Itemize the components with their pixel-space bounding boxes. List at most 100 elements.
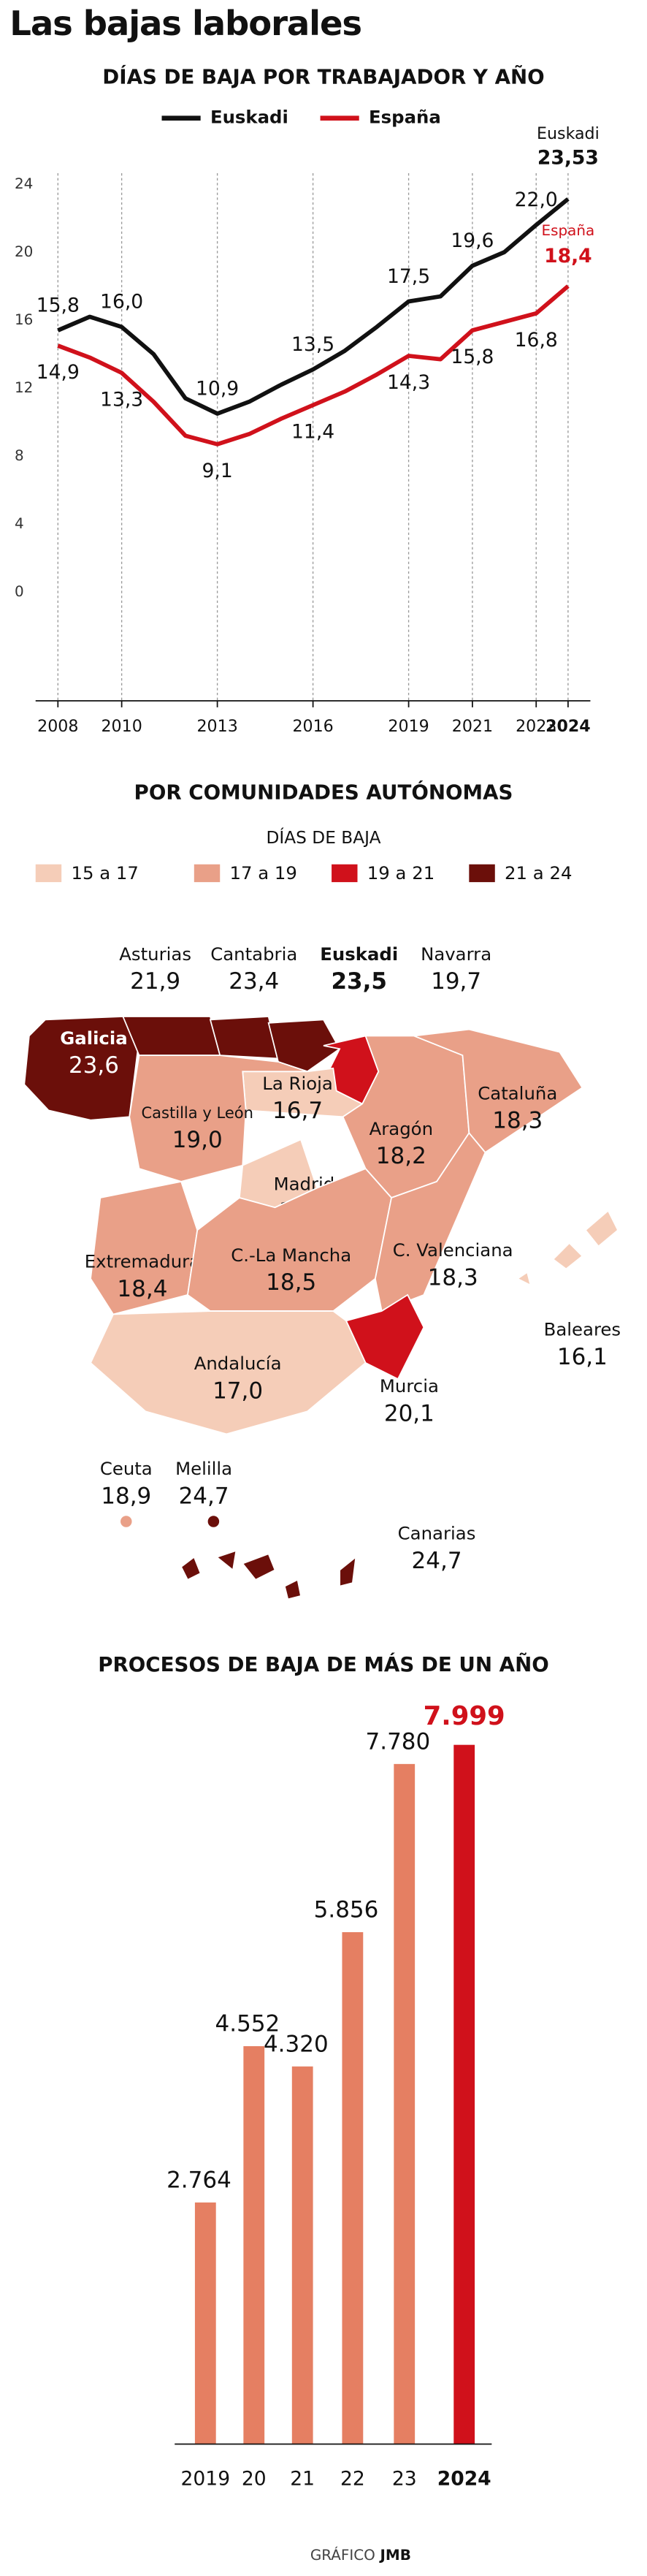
series-end-name: España (542, 222, 595, 239)
region-name: Ceuta (100, 1458, 153, 1479)
value-label: 13,5 (291, 333, 334, 356)
region-name: Euskadi (320, 943, 398, 965)
legend-swatch (332, 864, 358, 883)
value-label: 4.320 (264, 2031, 329, 2057)
legend-label: 17 a 19 (230, 862, 297, 884)
y-tick-label: 24 (15, 175, 33, 192)
value-label: 9,1 (202, 460, 232, 482)
region-value: 19,0 (172, 1127, 223, 1153)
region-value: 16,7 (272, 1098, 323, 1124)
credit-label: GRÁFICO (310, 2547, 375, 2564)
bar (291, 2066, 313, 2444)
value-label: 7.780 (366, 1729, 431, 1755)
region-value: 18,3 (492, 1107, 543, 1133)
legend-swatch (469, 864, 495, 883)
region-name: Cantabria (210, 943, 297, 965)
bar (453, 1744, 475, 2444)
line-series (57, 197, 570, 416)
region (89, 1310, 367, 1435)
line-series (57, 284, 570, 447)
value-label: 16,0 (100, 291, 143, 314)
value-label: 23,53 (537, 146, 599, 169)
x-tick-label: 2024 (437, 2468, 491, 2490)
legend-label: 21 a 24 (505, 862, 572, 884)
region-name: Murcia (380, 1375, 439, 1397)
page-title: Las bajas laborales (9, 4, 361, 43)
value-label: 10,9 (196, 377, 239, 400)
y-tick-label: 20 (15, 243, 33, 260)
map-legend-title: DÍAS DE BAJA (266, 827, 380, 848)
map-title: POR COMUNIDADES AUTÓNOMAS (134, 779, 513, 804)
region-name: La Rioja (262, 1073, 333, 1094)
region-value: 19,7 (431, 968, 481, 995)
credit-author: JMB (379, 2547, 411, 2564)
value-label: 14,3 (387, 371, 430, 394)
value-label: 22,0 (515, 189, 558, 211)
region (413, 1028, 583, 1154)
region-name: Navarra (421, 943, 491, 965)
value-label: 15,8 (37, 294, 80, 316)
region (180, 1556, 202, 1581)
series-end-name: Euskadi (537, 124, 600, 143)
region-value: 17,0 (213, 1378, 263, 1404)
x-tick-label: 20 (242, 2468, 267, 2490)
region (207, 1516, 220, 1527)
region-name: Aragón (370, 1118, 433, 1139)
region-name: C.-La Mancha (231, 1245, 351, 1266)
x-tick-label: 2019 (181, 2468, 231, 2490)
region-value: 24,7 (412, 1548, 462, 1574)
y-tick-label: 0 (15, 583, 24, 600)
x-tick-label: 21 (290, 2468, 315, 2490)
region-value: 18,9 (101, 1483, 151, 1509)
region (241, 1553, 276, 1581)
x-tick-label: 2019 (388, 717, 429, 736)
region-name: Castilla y León (141, 1103, 253, 1122)
region-name: C. Valenciana (393, 1239, 513, 1261)
value-label: 11,4 (291, 421, 334, 444)
region-name: Melilla (175, 1458, 232, 1479)
region-value: 23,5 (331, 968, 386, 995)
value-label: 15,8 (451, 346, 494, 368)
value-label: 5.856 (314, 1897, 379, 1923)
x-tick-label: 2024 (545, 717, 591, 736)
region-value: 20,1 (384, 1400, 434, 1426)
region-value: 18,5 (266, 1269, 316, 1296)
y-tick-label: 12 (15, 379, 33, 396)
x-tick-label: 2016 (292, 717, 333, 736)
region (374, 1131, 486, 1312)
legend-label: Euskadi (210, 107, 288, 128)
line-chart-title: DÍAS DE BAJA POR TRABAJADOR Y AÑO (102, 64, 544, 88)
region-value: 18,3 (428, 1264, 478, 1291)
value-label: 18,4 (544, 245, 592, 267)
value-label: 7.999 (424, 1701, 505, 1731)
region-name: Galicia (60, 1027, 127, 1049)
region (129, 1055, 308, 1182)
region-name: Canarias (398, 1523, 476, 1544)
legend-swatch (35, 864, 62, 883)
value-label: 2.764 (166, 2167, 231, 2194)
bar-chart-title: PROCESOS DE BAJA DE MÁS DE UN AÑO (98, 1652, 549, 1676)
region-value: 21,9 (130, 968, 180, 995)
x-tick-label: 2023 (516, 717, 556, 736)
region-name: Asturias (119, 943, 191, 965)
bar (342, 1931, 364, 2444)
region (552, 1242, 583, 1270)
region-value: 23,6 (69, 1052, 119, 1079)
value-label: 4.552 (215, 2011, 280, 2037)
region-name: Baleares (544, 1319, 621, 1340)
x-tick-label: 2021 (452, 717, 493, 736)
region-value: 18,2 (376, 1143, 426, 1169)
region (516, 1271, 532, 1287)
region-value: 16,1 (557, 1344, 608, 1370)
region (120, 1516, 132, 1527)
region-value: 18,4 (117, 1276, 167, 1302)
value-label: 16,8 (515, 329, 558, 352)
x-tick-label: 2013 (196, 717, 237, 736)
region-value: 24,7 (179, 1483, 229, 1509)
region-value: 23,4 (229, 968, 279, 995)
legend-label: 19 a 21 (367, 862, 434, 884)
y-tick-label: 4 (15, 515, 24, 532)
bar (194, 2202, 216, 2444)
region-name: Extremadura (85, 1251, 200, 1272)
